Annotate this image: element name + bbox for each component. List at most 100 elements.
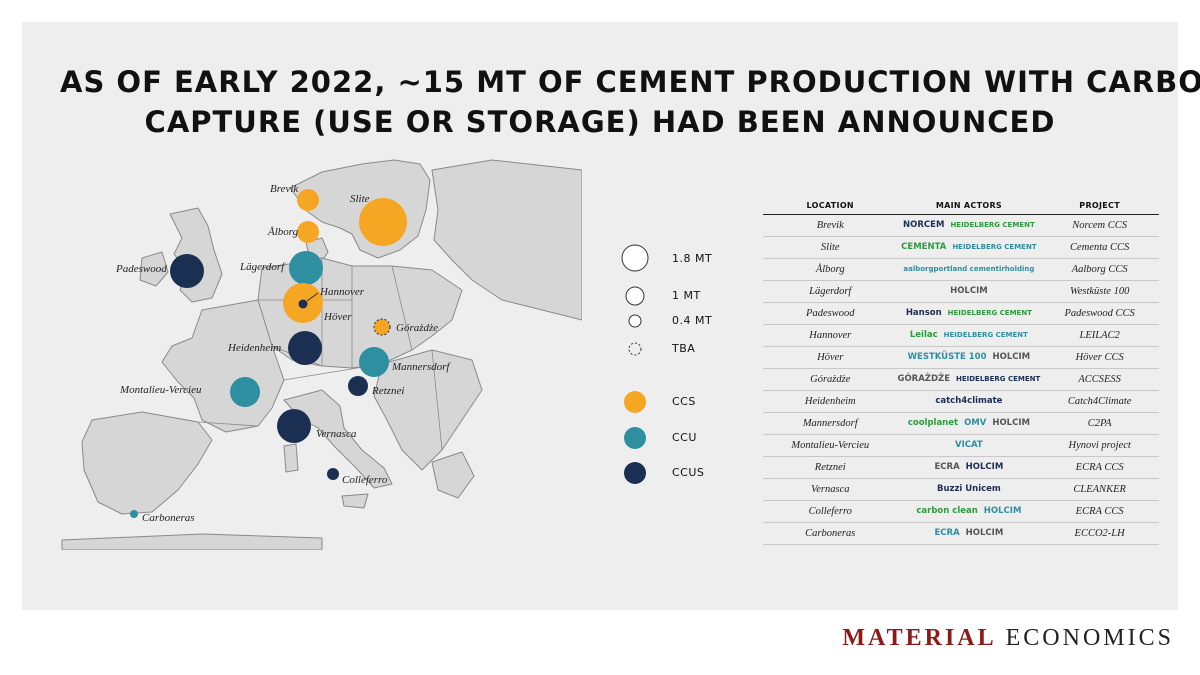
cell-project: Hynovi project: [1040, 434, 1159, 457]
actor-logo: HEIDELBERG CEMENT: [947, 309, 1032, 317]
label-gorazdze: Górażdże: [396, 322, 438, 334]
cell-main-actors: GÓRAŻDŻE HEIDELBERG CEMENT: [897, 368, 1041, 391]
cell-location: Colleferro: [763, 500, 898, 523]
brand-part-2: ECONOMICS: [1005, 625, 1174, 651]
label-vernasca: Vernasca: [316, 428, 357, 440]
cell-location: Górażdże: [763, 368, 898, 391]
actor-logo: GÓRAŻDŻE: [897, 374, 950, 384]
actor-logo: HEIDELBERG CEMENT: [950, 221, 1035, 229]
marker-vernasca: [277, 409, 311, 443]
actor-logo: catch4climate: [935, 396, 1003, 406]
cell-location: Carboneras: [763, 522, 898, 545]
marker-gorazdze: [373, 318, 391, 336]
actor-logo: HOLCIM: [950, 286, 988, 296]
label-hover: Höver: [323, 311, 352, 323]
actor-logo: HOLCIM: [992, 352, 1031, 362]
legend-label-ccus: CCUS: [672, 466, 705, 479]
cell-main-actors: Leilac HEIDELBERG CEMENT: [897, 324, 1041, 347]
marker-retznei: [348, 376, 368, 396]
label-brevik: Brevik: [270, 183, 299, 195]
projects-table: LOCATION MAIN ACTORS PROJECT Brevik NORCE…: [763, 196, 1159, 545]
actor-logo: HOLCIM: [965, 462, 1004, 472]
cell-project: CLEANKER: [1040, 478, 1159, 501]
cell-main-actors: Buzzi Unicem: [897, 478, 1041, 501]
marker-lagerdorf: [289, 251, 323, 285]
table-row: Carboneras ECRA HOLCIM ECCO2-LH: [763, 522, 1159, 545]
label-alborg: Ålborg: [267, 226, 299, 238]
legend-size-1mt: [625, 286, 645, 306]
actor-logo: WESTKÜSTE 100: [907, 352, 987, 362]
title-line-2: CAPTURE (USE OR STORAGE) HAD BEEN ANNOUN…: [144, 105, 1056, 139]
cell-main-actors: NORCEM HEIDELBERG CEMENT: [897, 214, 1041, 237]
map-region-sardinia: [283, 443, 299, 473]
header-project: PROJECT: [1040, 196, 1159, 215]
table-row: Montalieu-Vercieu VICAT Hynovi project: [763, 434, 1159, 457]
legend-size-0-4mt: [628, 314, 642, 328]
legend-color-ccus: [624, 462, 646, 484]
label-padeswood: Padeswood: [115, 263, 167, 275]
cell-project: Höver CCS: [1040, 346, 1159, 369]
legend-label-ccu: CCU: [672, 431, 697, 444]
actor-logo: NORCEM: [903, 220, 945, 230]
table-row: Colleferro carbon clean HOLCIM ECRA CCS: [763, 500, 1159, 523]
cell-project: Norcem CCS: [1040, 214, 1159, 237]
actor-logo: ECRA: [934, 528, 960, 538]
actor-logo: VICAT: [955, 440, 983, 450]
actor-logo: Leilac: [909, 330, 938, 340]
marker-slite: [359, 198, 407, 246]
table-body: Brevik NORCEM HEIDELBERG CEMENT Norcem CCS S…: [763, 214, 1159, 545]
label-colleferro: Colleferro: [342, 474, 388, 486]
cell-project: LEILAC2: [1040, 324, 1159, 347]
cell-project: ECRA CCS: [1040, 500, 1159, 523]
label-retznei: Retznei: [371, 385, 404, 397]
cell-main-actors: catch4climate: [897, 390, 1041, 413]
cell-project: Aalborg CCS: [1040, 258, 1159, 281]
cell-location: Montalieu-Vercieu: [763, 434, 898, 457]
legend-color-ccs: [624, 391, 646, 413]
label-montalieu: Montalieu-Vercieu: [119, 384, 202, 396]
marker-carboneras: [130, 510, 138, 518]
legend-label-ccs: CCS: [672, 395, 696, 408]
cell-main-actors: WESTKÜSTE 100 HOLCIM: [897, 346, 1041, 369]
actor-logo: HEIDELBERG CEMENT: [943, 331, 1028, 339]
actor-logo: coolplanet: [907, 418, 959, 428]
cell-main-actors: carbon clean HOLCIM: [897, 500, 1041, 523]
legend-size-tba: [628, 342, 642, 356]
cell-location: Hannover: [763, 324, 898, 347]
actor-logo: Hanson: [905, 308, 942, 318]
legend-symbols: [621, 244, 649, 484]
cell-project: ACCSESS: [1040, 368, 1159, 391]
map-region-east: [431, 159, 582, 321]
actor-logo: aalborgportland cementirholding: [903, 265, 1035, 273]
table-header-row: LOCATION MAIN ACTORS PROJECT: [763, 196, 1159, 215]
cell-main-actors: aalborgportland cementirholding: [897, 258, 1041, 281]
cell-project: C2PA: [1040, 412, 1159, 435]
cell-project: Westküste 100: [1040, 280, 1159, 303]
label-hannover: Hannover: [319, 286, 365, 298]
cell-main-actors: VICAT: [897, 434, 1041, 457]
table-row: Höver WESTKÜSTE 100 HOLCIM Höver CCS: [763, 346, 1159, 369]
cell-location: Padeswood: [763, 302, 898, 325]
brand-part-1: MATERIAL: [842, 625, 997, 651]
actor-logo: HOLCIM: [983, 506, 1022, 516]
legend-label-0-4mt: 0.4 MT: [672, 314, 713, 327]
cell-location: Retznei: [763, 456, 898, 479]
marker-alborg: [297, 221, 319, 243]
cell-project: Catch4Climate: [1040, 390, 1159, 413]
map-region-uk: [169, 207, 223, 303]
cell-location: Höver: [763, 346, 898, 369]
map-region-italy: [283, 389, 393, 489]
actor-logo: HOLCIM: [992, 418, 1030, 428]
cell-main-actors: ECRA HOLCIM: [897, 456, 1041, 479]
cell-location: Brevik: [763, 214, 898, 237]
actor-logo: Buzzi Unicem: [936, 484, 1001, 494]
map-markers: [130, 189, 407, 518]
title-line-1: AS OF EARLY 2022, ~15 MT OF CEMENT PRODU…: [60, 65, 1200, 99]
legend-label-1-8mt: 1.8 MT: [672, 252, 713, 265]
cell-location: Heidenheim: [763, 390, 898, 413]
table-row: Padeswood Hanson HEIDELBERG CEMENT Padeswoo…: [763, 302, 1159, 325]
legend-label-1mt: 1 MT: [672, 289, 701, 302]
table-row: Hannover Leilac HEIDELBERG CEMENT LEILAC2: [763, 324, 1159, 347]
actor-logo: HOLCIM: [965, 528, 1004, 538]
cell-project: Cementa CCS: [1040, 236, 1159, 259]
